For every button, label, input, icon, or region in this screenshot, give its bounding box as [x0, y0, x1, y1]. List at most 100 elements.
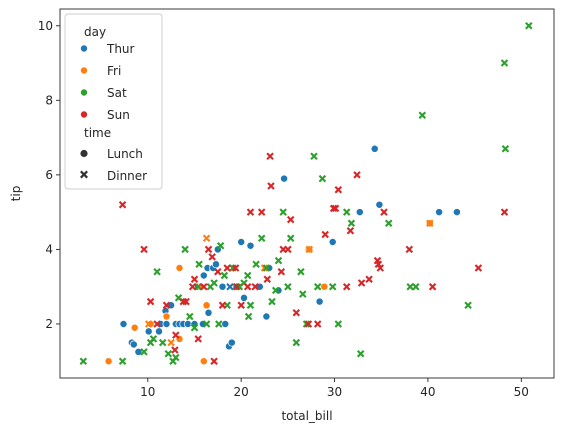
data-point-sat-dinner [302, 320, 311, 328]
data-point-fri-lunch [162, 312, 171, 321]
data-point-sun-dinner [251, 282, 259, 291]
data-point-sat-dinner [190, 323, 199, 332]
legend-marker-thur [80, 44, 89, 53]
data-point-fri-lunch [175, 264, 184, 272]
data-point-sun-dinner [153, 320, 161, 328]
data-point-fri-dinner [167, 338, 175, 347]
legend-label-fri: Fri [107, 64, 121, 78]
x-tick-label: 40 [420, 385, 435, 399]
data-point-sun-dinner [118, 200, 127, 209]
data-point-sat-dinner [210, 279, 218, 287]
data-point-thur-lunch [328, 238, 337, 246]
data-point-sun-dinner [204, 245, 213, 254]
data-point-sat-dinner [313, 282, 322, 291]
data-point-sat-dinner [194, 282, 202, 291]
y-axis: 2 4 6 8 10 [38, 19, 60, 331]
data-point-thur-lunch [315, 297, 324, 306]
data-point-sun-dinner [171, 346, 179, 354]
data-point-thur-lunch [144, 327, 153, 336]
data-point-sun-dinner [214, 268, 222, 276]
x-tick-label: 20 [234, 385, 249, 399]
data-point-sun-dinner [266, 152, 274, 160]
data-point-sun-dinner [162, 301, 171, 310]
data-point-sun-dinner [321, 230, 329, 239]
data-point-sat-dinner [310, 152, 318, 160]
data-point-thur-lunch [212, 260, 220, 269]
data-point-sat-dinner [220, 271, 229, 280]
data-point-sun-dinner [331, 204, 340, 213]
points-layer [79, 22, 533, 366]
y-tick-label: 10 [38, 19, 53, 33]
data-point-sun-dinner [342, 282, 351, 291]
data-point-thur-lunch [370, 144, 379, 153]
data-point-sun-dinner [223, 264, 231, 272]
legend-marker-sun [80, 110, 89, 119]
data-point-sat-dinner [274, 256, 283, 265]
data-point-thur-dinner [226, 282, 234, 291]
data-point-thur-lunch [375, 200, 384, 209]
data-point-fri-dinner [260, 264, 269, 272]
data-point-thur-lunch [129, 340, 138, 349]
data-point-sat-dinner [299, 290, 307, 298]
data-point-sun-dinner [380, 208, 388, 216]
data-point-fri-lunch [104, 357, 113, 366]
data-point-sat-dinner [347, 219, 356, 228]
data-point-sun-dinner [263, 275, 272, 283]
data-point-sun-dinner [376, 264, 385, 272]
data-point-thur-lunch [221, 320, 230, 328]
data-point-sat-dinner [158, 338, 167, 347]
legend-marker-dinner [80, 170, 88, 179]
data-point-sun-dinner [313, 320, 322, 328]
data-point-sat-dinner [292, 338, 301, 347]
data-point-fri-lunch [199, 357, 208, 366]
data-point-thur-lunch [162, 320, 171, 328]
y-tick-label: 8 [45, 93, 53, 107]
legend-label-sun: Sun [107, 108, 130, 122]
data-point-sun-dinner [353, 171, 361, 179]
data-point-sun-dinner [200, 282, 208, 291]
data-point-thur-lunch [155, 327, 163, 336]
data-point-sun-dinner [374, 260, 383, 269]
data-point-sun-dinner [190, 275, 199, 283]
data-point-sun-dinner [146, 297, 155, 306]
data-point-thur-lunch [435, 208, 444, 217]
data-point-sun-dinner [210, 357, 218, 365]
data-point-sat-dinner [342, 208, 351, 216]
data-point-thur-lunch [452, 208, 461, 217]
data-point-sat-dinner [186, 312, 194, 321]
data-point-thur-lunch [237, 238, 246, 246]
data-point-sun-dinner [334, 186, 343, 194]
data-point-thur-lunch [280, 174, 289, 183]
data-point-sun-dinner [500, 208, 509, 216]
data-point-sun-dinner [140, 245, 148, 254]
data-point-thur-lunch [134, 347, 143, 356]
data-point-sun-dinner [292, 309, 301, 317]
legend-label-thur: Thur [106, 42, 135, 56]
legend-box [64, 13, 163, 190]
data-point-thur-lunch [227, 338, 236, 347]
legend-marker-sat [80, 88, 89, 97]
legend-hue-title: day [84, 25, 106, 39]
data-point-sat-dinner [118, 357, 127, 365]
data-point-sun-dinner [218, 301, 227, 310]
data-point-sun-dinner [304, 320, 313, 328]
data-point-sat-dinner [195, 260, 203, 269]
data-point-sat-dinner [246, 301, 255, 310]
data-point-fri-dinner [426, 219, 434, 228]
data-point-sat-dinner [79, 357, 88, 365]
data-point-sat-dinner [216, 241, 225, 250]
legend-label-sat: Sat [107, 86, 127, 100]
y-tick-label: 2 [45, 317, 53, 331]
data-point-thur-lunch [355, 208, 364, 217]
data-point-sat-dinner [279, 208, 287, 216]
data-point-fri-dinner [144, 320, 153, 328]
data-point-sat-dinner [418, 111, 427, 119]
data-point-sun-dinner [194, 335, 202, 343]
data-point-sun-dinner [286, 215, 295, 224]
y-tick-label: 6 [45, 168, 53, 182]
data-point-fri-lunch [320, 282, 329, 291]
data-point-sat-dinner [202, 320, 211, 328]
legend-style-title: time [84, 126, 111, 140]
data-point-sun-dinner [329, 204, 338, 213]
data-point-thur-lunch [246, 241, 255, 250]
